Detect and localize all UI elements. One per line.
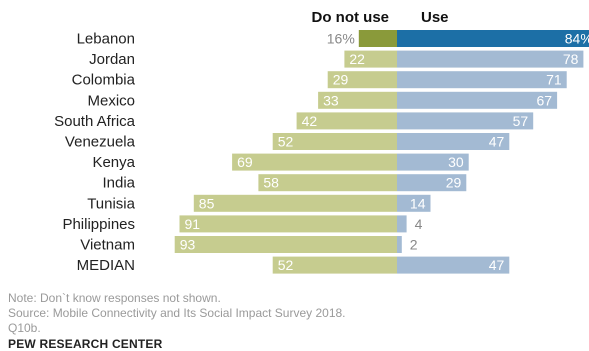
category-label-colombia: Colombia	[72, 72, 136, 89]
value-use-median: 47	[489, 257, 505, 273]
bar-use-venezuela	[397, 133, 510, 150]
value-do-not-use-kenya: 69	[237, 154, 253, 170]
value-use-india: 29	[446, 175, 462, 191]
source-org: PEW RESEARCH CENTER	[8, 337, 163, 351]
bar-use-jordan	[397, 50, 584, 68]
bar-use-india	[397, 174, 467, 192]
value-use-vietnam: 2	[410, 237, 418, 253]
category-label-philippines: Philippines	[62, 216, 135, 233]
category-label-median: MEDIAN	[77, 257, 135, 274]
bar-use-kenya	[397, 153, 469, 171]
bar-do-not-use-jordan	[344, 50, 397, 68]
value-use-venezuela: 47	[489, 134, 505, 150]
note-text: Note: Don`t know responses not shown.	[8, 291, 221, 305]
value-use-mexico: 67	[537, 92, 553, 108]
value-use-jordan: 78	[563, 51, 579, 67]
bar-use-median	[397, 256, 510, 274]
value-do-not-use-mexico: 33	[323, 92, 339, 108]
value-do-not-use-median: 52	[278, 257, 294, 273]
value-use-south-africa: 57	[513, 113, 529, 129]
bar-do-not-use-philippines	[179, 215, 397, 233]
value-do-not-use-vietnam: 93	[180, 237, 196, 253]
value-do-not-use-india: 58	[263, 175, 279, 191]
bar-do-not-use-south-africa	[296, 112, 397, 130]
value-do-not-use-south-africa: 42	[302, 113, 318, 129]
value-use-philippines: 4	[415, 216, 423, 232]
value-do-not-use-philippines: 91	[185, 216, 201, 232]
value-do-not-use-venezuela: 52	[278, 134, 294, 150]
diverging-bar-chart: Do not use Use Lebanon 16% 84% Jordan 22 78 Colo…	[54, 9, 589, 274]
bar-do-not-use-colombia	[327, 71, 397, 89]
bar-do-not-use-india	[258, 174, 397, 192]
value-use-colombia: 71	[546, 72, 562, 88]
category-label-tunisia: Tunisia	[87, 195, 135, 212]
category-label-mexico: Mexico	[87, 92, 135, 109]
bar-use-philippines	[397, 215, 407, 233]
bar-do-not-use-tunisia	[193, 194, 397, 212]
category-label-india: India	[102, 175, 135, 192]
value-do-not-use-jordan: 22	[349, 51, 365, 67]
category-label-lebanon: Lebanon	[77, 31, 135, 48]
bar-use-tunisia	[397, 194, 431, 212]
bar-do-not-use-venezuela	[272, 133, 397, 150]
category-label-south-africa: South Africa	[54, 113, 136, 130]
legend-do-not-use: Do not use	[312, 9, 390, 26]
chart-notes: Note: Don`t know responses not shown. So…	[8, 291, 588, 336]
category-label-jordan: Jordan	[89, 51, 135, 68]
value-use-lebanon: 84%	[565, 31, 589, 47]
category-label-kenya: Kenya	[92, 154, 135, 171]
category-label-venezuela: Venezuela	[65, 134, 136, 151]
bar-use-vietnam	[397, 236, 402, 253]
value-use-tunisia: 14	[410, 195, 426, 211]
bar-do-not-use-lebanon	[358, 30, 397, 47]
bar-use-mexico	[397, 91, 558, 109]
bar-use-lebanon	[397, 30, 589, 47]
bar-use-colombia	[397, 71, 567, 89]
bar-do-not-use-median	[272, 256, 397, 274]
value-do-not-use-tunisia: 85	[199, 195, 215, 211]
bar-do-not-use-kenya	[232, 153, 397, 171]
category-label-vietnam: Vietnam	[80, 237, 135, 254]
value-do-not-use-colombia: 29	[333, 72, 349, 88]
value-use-kenya: 30	[448, 154, 464, 170]
legend-use: Use	[421, 9, 449, 26]
bar-do-not-use-vietnam	[174, 236, 397, 253]
source-text: Source: Mobile Connectivity and Its Soci…	[8, 306, 346, 335]
bar-use-south-africa	[397, 112, 534, 130]
bar-do-not-use-mexico	[318, 91, 397, 109]
value-do-not-use-lebanon: 16%	[327, 31, 355, 47]
